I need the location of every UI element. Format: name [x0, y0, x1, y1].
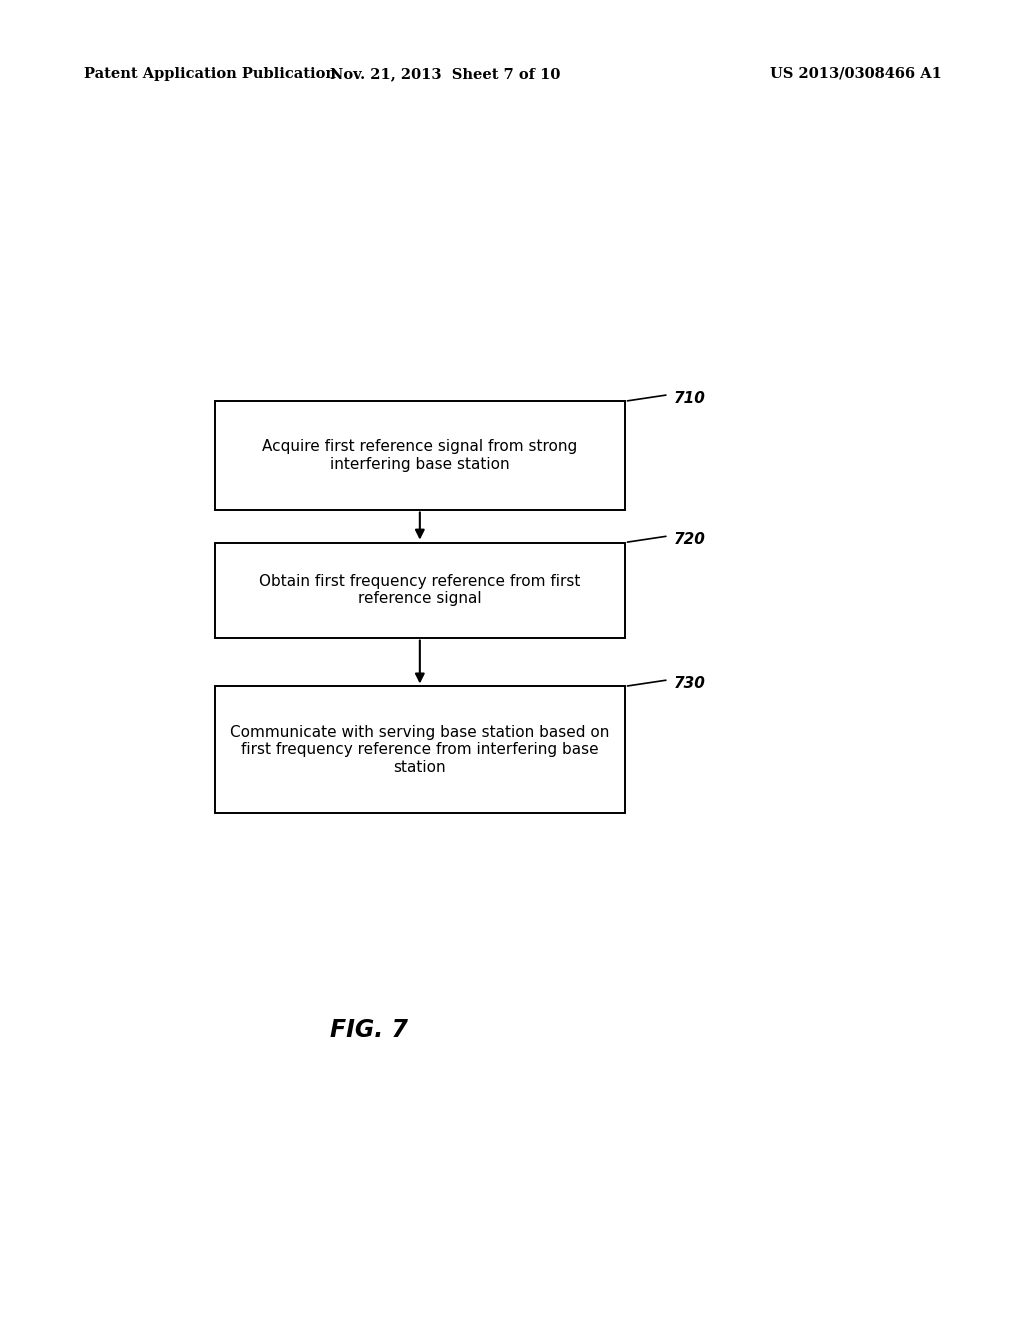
Text: Patent Application Publication: Patent Application Publication	[84, 67, 336, 81]
Text: FIG. 7: FIG. 7	[330, 1018, 408, 1041]
Text: Acquire first reference signal from strong
interfering base station: Acquire first reference signal from stro…	[262, 440, 578, 471]
Bar	[215, 401, 625, 510]
Bar	[215, 543, 625, 638]
Text: US 2013/0308466 A1: US 2013/0308466 A1	[770, 67, 942, 81]
Text: 720: 720	[674, 532, 706, 546]
Text: 730: 730	[674, 676, 706, 690]
Text: Nov. 21, 2013  Sheet 7 of 10: Nov. 21, 2013 Sheet 7 of 10	[331, 67, 560, 81]
Text: Obtain first frequency reference from first
reference signal: Obtain first frequency reference from fi…	[259, 574, 581, 606]
Text: 710: 710	[674, 391, 706, 405]
Text: Communicate with serving base station based on
first frequency reference from in: Communicate with serving base station ba…	[230, 725, 609, 775]
Bar	[215, 686, 625, 813]
